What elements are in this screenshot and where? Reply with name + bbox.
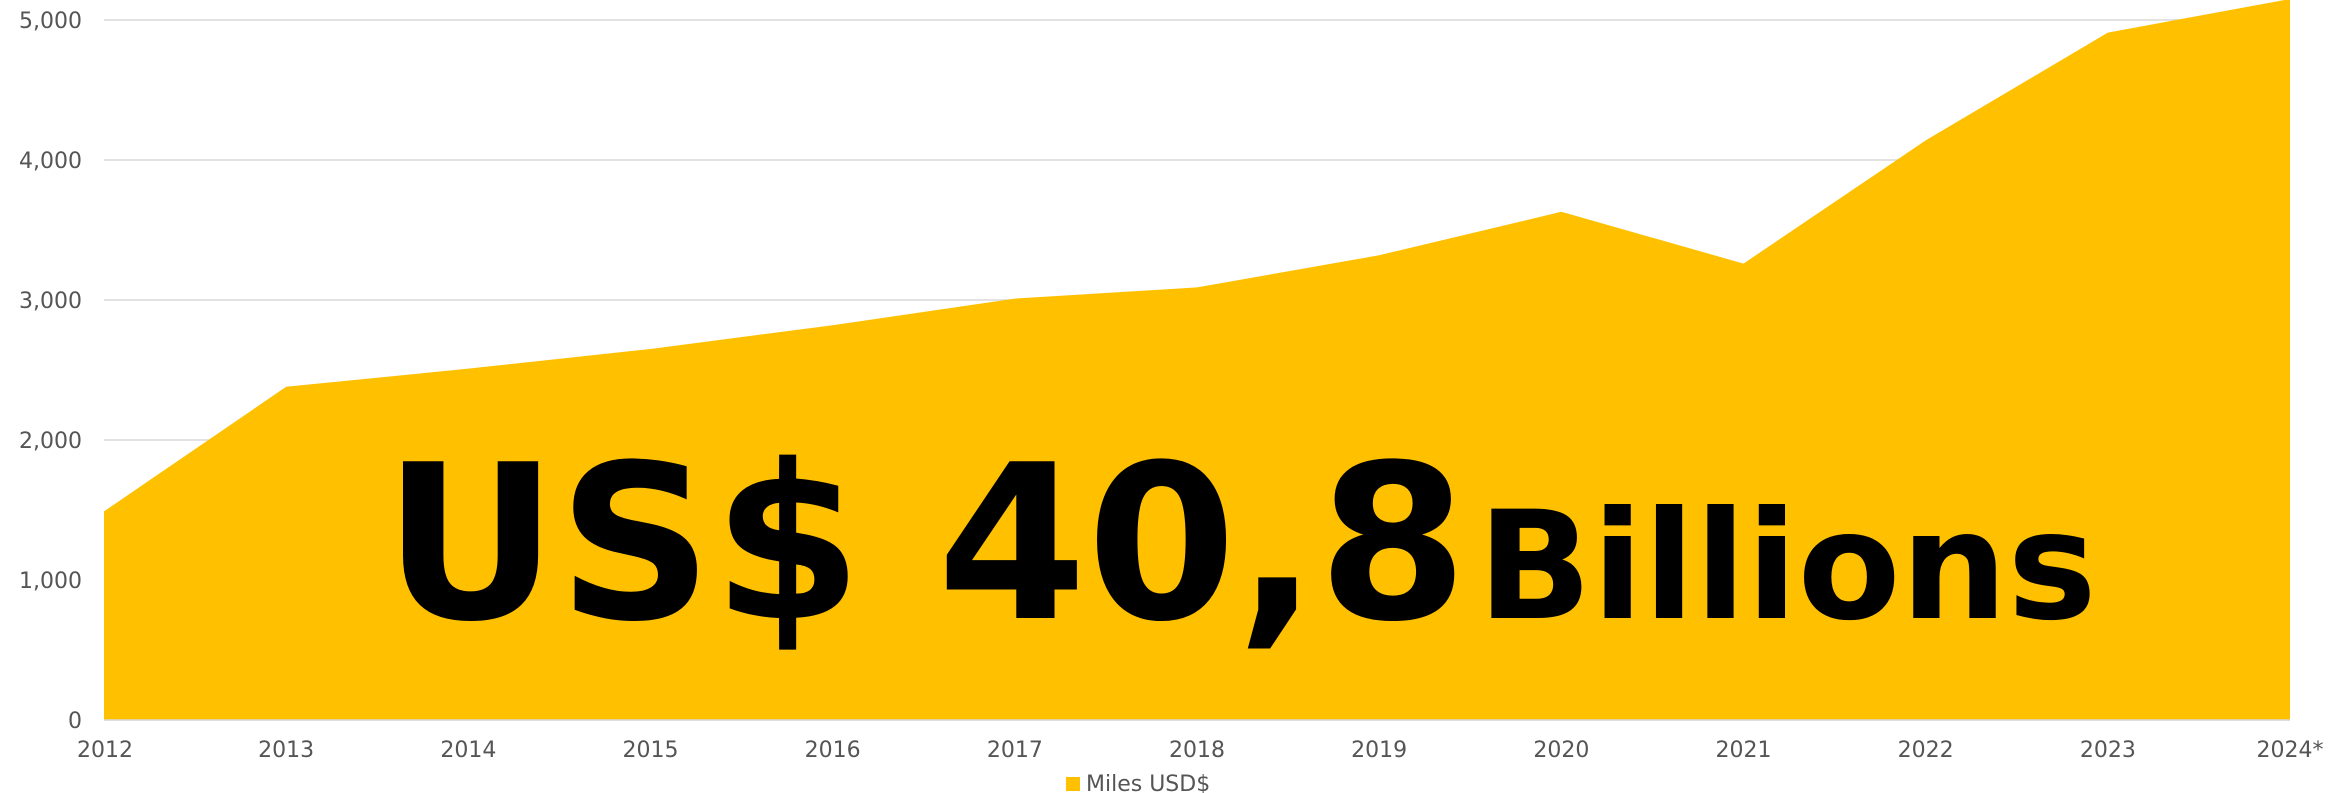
x-tick-label: 2015	[623, 738, 679, 763]
x-tick-label: 2017	[987, 738, 1043, 763]
y-axis: 0 1,000 2,000 3,000 4,000 5,000	[19, 9, 82, 734]
y-tick-label: 2,000	[19, 429, 82, 454]
y-tick-label: 3,000	[19, 289, 82, 314]
legend-label: Miles USD$	[1086, 772, 1210, 793]
annotation-amount: US$ 40,8	[383, 418, 1467, 669]
x-tick-label: 2024*	[2257, 738, 2324, 763]
legend-swatch	[1066, 777, 1080, 791]
x-tick-label: 2013	[258, 738, 314, 763]
x-tick-label: 2018	[1169, 738, 1225, 763]
area-series	[104, 0, 2290, 720]
x-tick-label: 2022	[1898, 738, 1954, 763]
area-path	[104, 0, 2290, 720]
annotation-unit: Billions	[1478, 480, 2097, 654]
total-annotation: US$ 40,8Billions	[383, 418, 2096, 669]
y-tick-label: 4,000	[19, 149, 82, 174]
x-axis: 2012 2013 2014 2015 2016 2017 2018 2019 2020 2021…	[77, 719, 2324, 763]
legend: Miles USD$	[1066, 772, 1210, 793]
x-tick-label: 2016	[805, 738, 861, 763]
x-tick-label: 2023	[2080, 738, 2136, 763]
y-tick-label: 5,000	[19, 9, 82, 34]
x-tick-label: 2014	[440, 738, 496, 763]
x-tick-label: 2021	[1716, 738, 1772, 763]
x-tick-label: 2020	[1533, 738, 1589, 763]
y-tick-label: 1,000	[19, 569, 82, 594]
y-tick-label: 0	[68, 709, 82, 734]
x-tick-label: 2012	[77, 738, 133, 763]
x-tick-label: 2019	[1351, 738, 1407, 763]
